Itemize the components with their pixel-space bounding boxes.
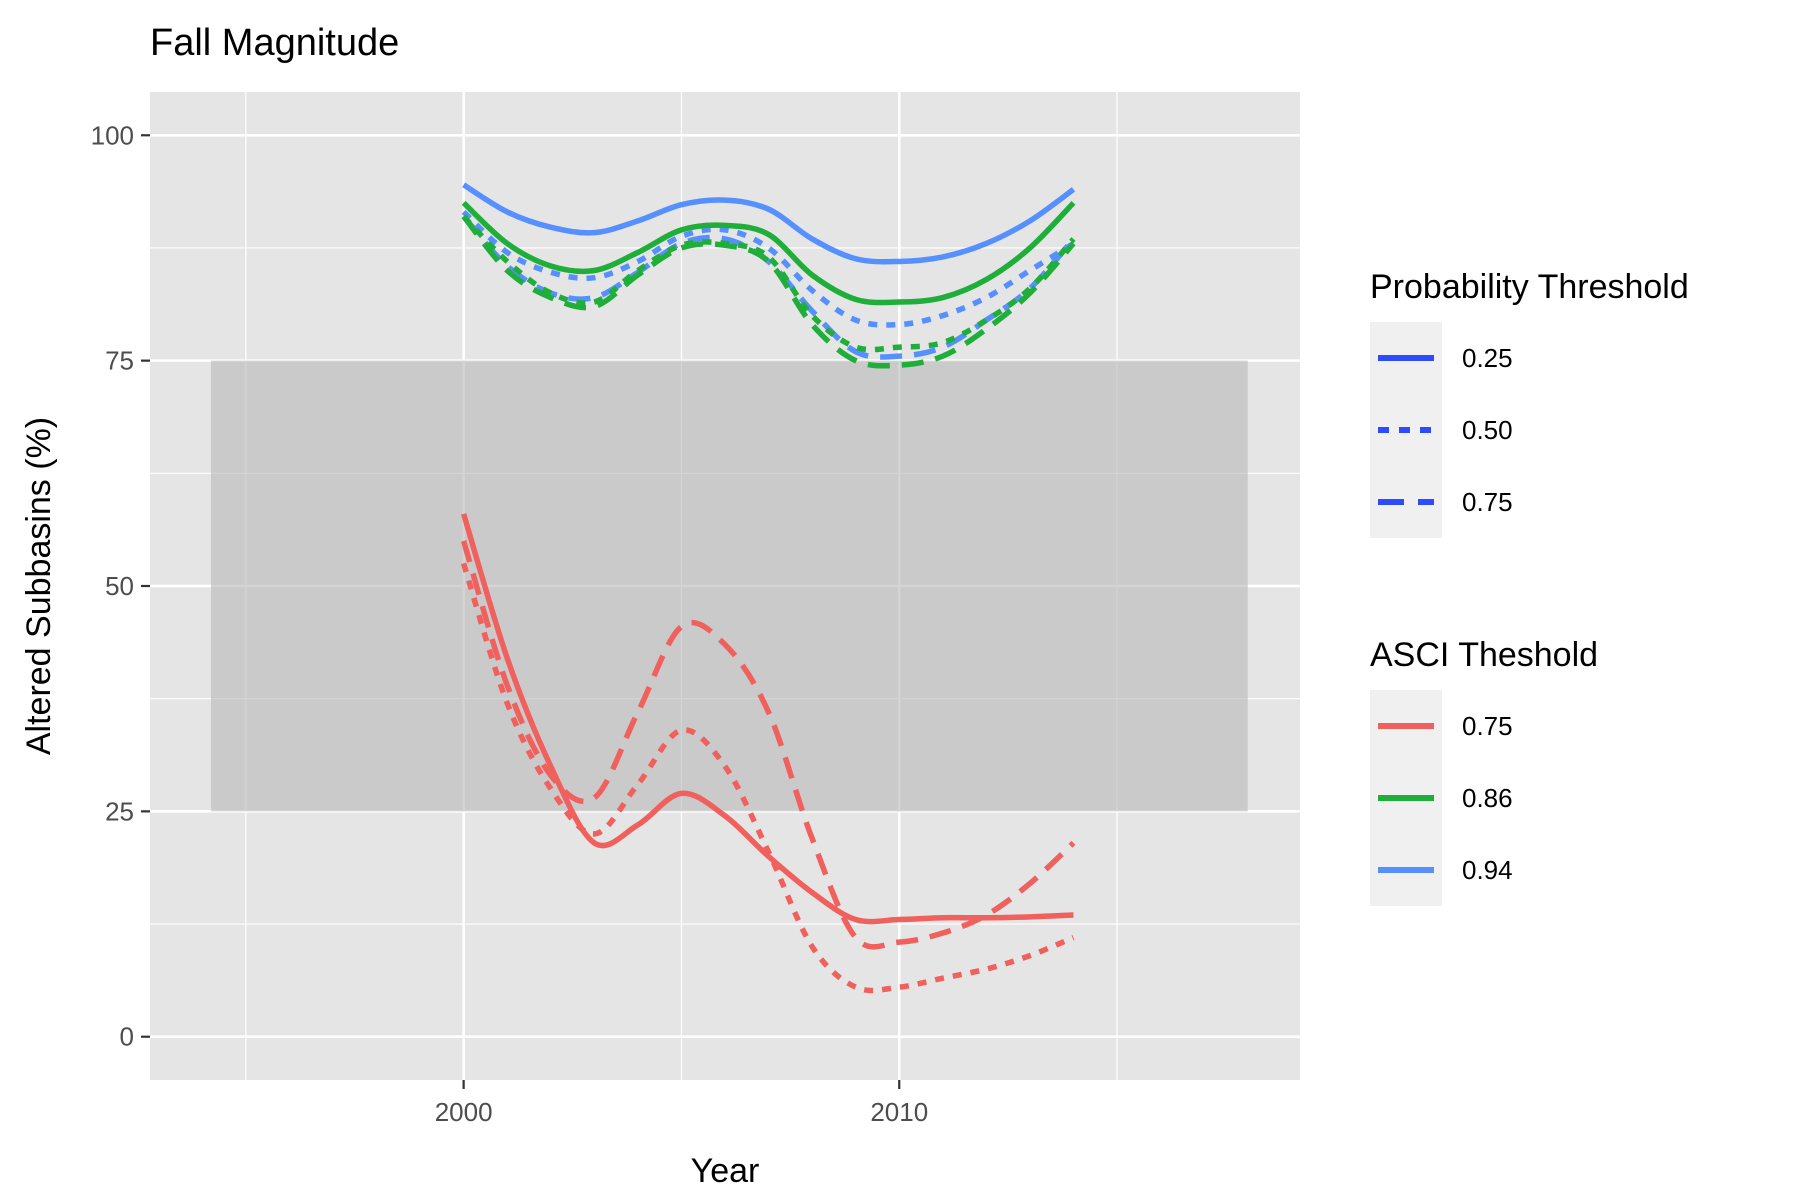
legend-label: 0.94 <box>1462 855 1513 885</box>
series-line-asci-086-prob-075 <box>461 214 1076 369</box>
chart-title: Fall Magnitude <box>150 22 399 64</box>
series-line-asci-094-prob-075 <box>461 214 1076 360</box>
x-axis-title: Year <box>691 1152 760 1190</box>
legend-label: 0.75 <box>1462 711 1513 741</box>
legend-title: ASCI Theshold <box>1370 636 1598 674</box>
legend-label: 0.50 <box>1462 415 1513 445</box>
series-line-asci-075-prob-075 <box>461 540 1076 950</box>
y-tick-label: 50 <box>105 571 134 601</box>
shaded-band <box>210 360 1248 812</box>
legend-title: Probability Threshold <box>1370 268 1689 306</box>
series-line-asci-086-prob-050 <box>461 214 1076 353</box>
legend-probability-threshold: Probability Threshold 0.25 0.50 0.75 <box>1370 268 1689 538</box>
x-axis: 2000 2010 <box>435 1080 928 1127</box>
series-line-asci-075-prob-025 <box>461 513 1074 925</box>
plot-panel <box>150 92 1300 1080</box>
y-axis: 0 25 50 75 100 <box>91 120 150 1052</box>
series-lines <box>461 182 1076 994</box>
series-line-asci-094-prob-050 <box>461 209 1075 328</box>
y-axis-title: Altered Subbasins (%) <box>20 417 58 755</box>
series-line-asci-094-prob-025 <box>462 182 1076 265</box>
legend-label: 0.25 <box>1462 343 1513 373</box>
legend-asci-threshold: ASCI Theshold 0.75 0.86 0.94 <box>1370 636 1598 906</box>
x-tick-label: 2010 <box>870 1097 928 1127</box>
series-line-asci-086-prob-025 <box>461 200 1076 306</box>
y-tick-label: 75 <box>105 346 134 376</box>
y-tick-label: 25 <box>105 796 134 826</box>
x-tick-label: 2000 <box>435 1097 493 1127</box>
legend-label: 0.86 <box>1462 783 1513 813</box>
y-tick-label: 0 <box>120 1022 134 1052</box>
y-tick-label: 100 <box>91 120 134 150</box>
series-line-asci-075-prob-050 <box>461 562 1075 994</box>
legend-label: 0.75 <box>1462 487 1513 517</box>
